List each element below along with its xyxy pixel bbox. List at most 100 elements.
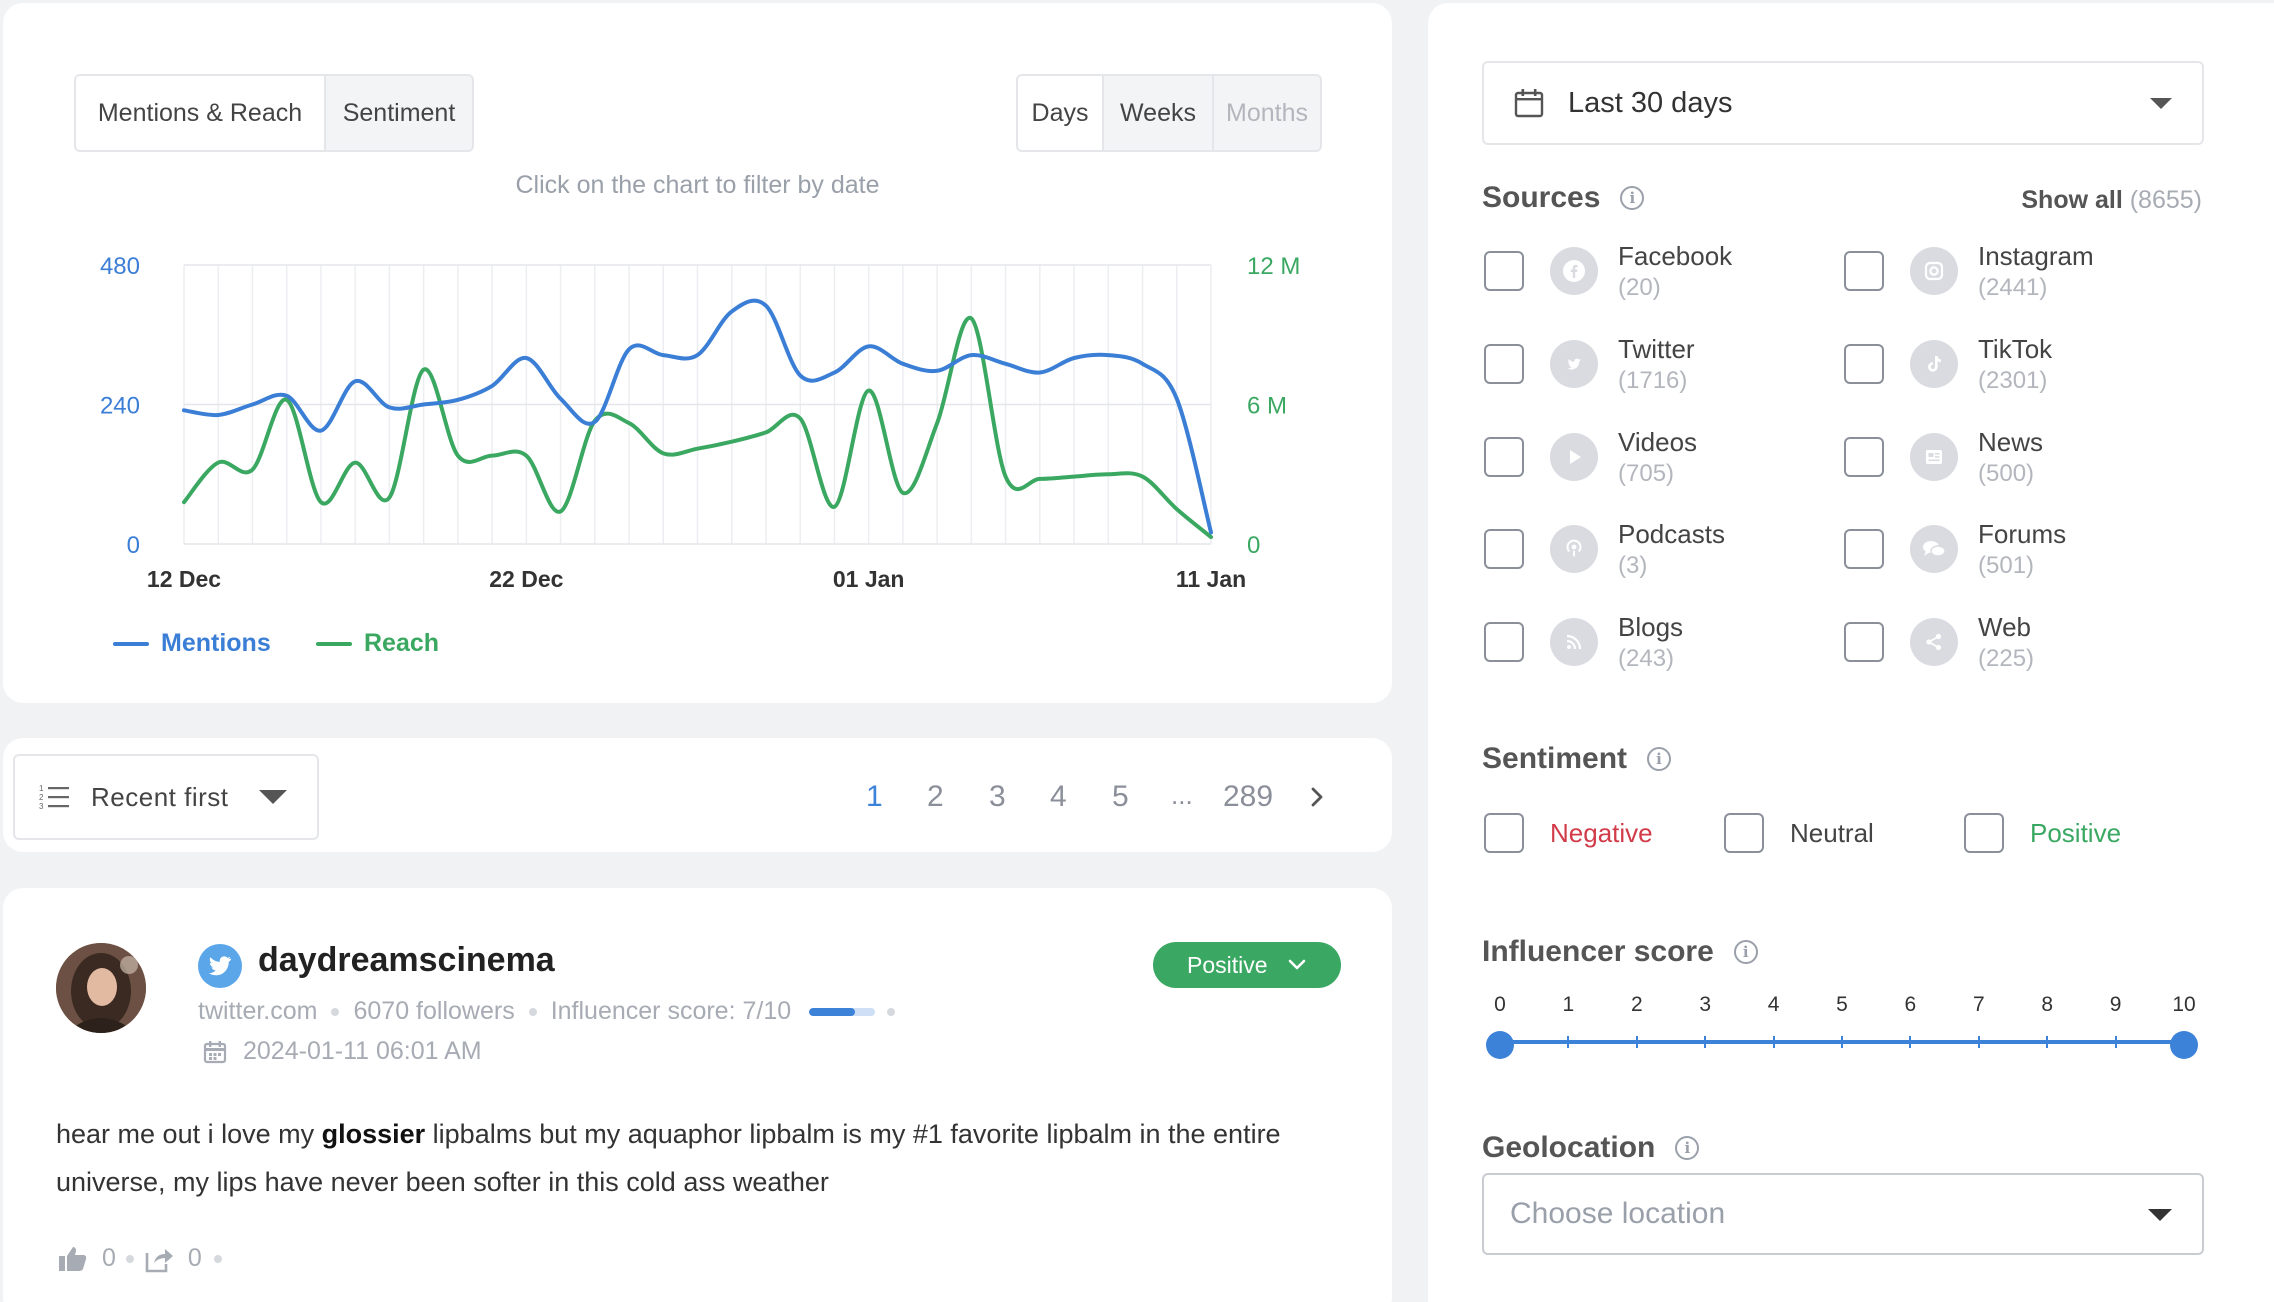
metric-tabs: Mentions & Reach Sentiment — [74, 74, 474, 152]
granularity-tabs: Days Weeks Months — [1016, 74, 1322, 152]
sentiment-dropdown[interactable]: Positive — [1153, 942, 1341, 988]
influencer-slider-min-handle[interactable] — [1486, 1031, 1514, 1059]
calendar-icon — [1514, 89, 1544, 118]
sentiment-neutral[interactable]: Neutral — [1724, 813, 1874, 853]
shares-count: 0 — [187, 1244, 202, 1272]
info-icon[interactable]: i — [1675, 1136, 1700, 1160]
legend-mentions-swatch — [113, 641, 149, 646]
show-all-sources[interactable]: Show all (8655) — [2021, 186, 2202, 215]
source-name: TikTok — [1978, 334, 2053, 364]
page-289[interactable]: 289 — [1223, 780, 1274, 813]
legend-mentions[interactable]: Mentions — [113, 629, 271, 658]
engagement-bar: 0 0 — [58, 1244, 236, 1273]
sentiment-positive[interactable]: Positive — [1964, 813, 2121, 853]
author-name[interactable]: daydreamscinema — [258, 941, 555, 979]
source-instagram-checkbox[interactable] — [1844, 251, 1884, 291]
source-twitter-checkbox[interactable] — [1484, 344, 1524, 384]
source-news-checkbox[interactable] — [1844, 437, 1884, 477]
source-blogs-checkbox[interactable] — [1484, 622, 1524, 662]
sentiment-neutral-checkbox[interactable] — [1724, 813, 1764, 853]
source-web-checkbox[interactable] — [1844, 622, 1884, 662]
sentiment-negative[interactable]: Negative — [1484, 813, 1653, 853]
influencer-tick-mark — [1909, 1036, 1912, 1048]
thumbs-up-icon[interactable] — [58, 1245, 88, 1273]
influencer-scale-label: 9 — [2109, 993, 2122, 1016]
sentiment-positive-checkbox[interactable] — [1964, 813, 2004, 853]
series-line-mentions — [182, 298, 1213, 535]
source-news[interactable]: News (500) — [1844, 427, 2043, 491]
sort-list-icon: 123 — [39, 784, 69, 810]
info-icon[interactable]: i — [1620, 186, 1645, 210]
source-web[interactable]: Web (225) — [1844, 612, 2034, 676]
source-count: (225) — [1978, 645, 2035, 672]
page-4[interactable]: 4 — [1050, 780, 1067, 813]
show-all-label: Show all — [2021, 186, 2123, 214]
influencer-title-text: Influencer score — [1482, 935, 1714, 968]
influencer-scale-label: 2 — [1630, 993, 1643, 1016]
info-icon[interactable]: i — [1647, 747, 1672, 771]
source-videos[interactable]: Videos (705) — [1484, 427, 1697, 491]
source-count: (705) — [1618, 460, 1675, 487]
keyword-highlight: glossier — [321, 1119, 426, 1149]
source-podcasts[interactable]: Podcasts (3) — [1484, 519, 1725, 583]
influencer-tick-mark — [1977, 1036, 1980, 1048]
source-name: Videos — [1618, 427, 1698, 457]
source-domain[interactable]: twitter.com — [198, 997, 318, 1025]
x-tick-label: 22 Dec — [489, 566, 563, 592]
location-dropdown[interactable]: Choose location — [1482, 1173, 2204, 1255]
source-tiktok-checkbox[interactable] — [1844, 344, 1884, 384]
source-forums-checkbox[interactable] — [1844, 529, 1884, 569]
info-icon[interactable]: i — [1733, 940, 1758, 964]
geolocation-title-text: Geolocation — [1482, 1131, 1656, 1164]
calendar-icon — [203, 1040, 227, 1063]
mention-text[interactable]: hear me out i love my glossier lipbalms … — [56, 1110, 1346, 1206]
date-range-dropdown[interactable]: Last 30 days — [1482, 61, 2204, 145]
source-count: (3) — [1618, 552, 1648, 579]
source-twitter[interactable]: Twitter (1716) — [1484, 334, 1695, 398]
geolocation-title: Geolocation i — [1482, 1131, 1700, 1165]
mentions-reach-chart[interactable]: 0 240 480 0 6 M 12 M 12 Dec 22 Dec 01 Jan 11 Jan — [3, 3, 1392, 623]
source-facebook-checkbox[interactable] — [1484, 251, 1524, 291]
source-podcasts-checkbox[interactable] — [1484, 529, 1524, 569]
legend-mentions-label: Mentions — [161, 629, 271, 657]
source-tiktok[interactable]: TikTok (2301) — [1844, 334, 2052, 398]
tab-weeks[interactable]: Weeks — [1104, 76, 1214, 150]
text-part: hear me out i love my — [56, 1119, 322, 1149]
y-right-tick-label: 12 M — [1247, 253, 1300, 280]
share-arrow-icon[interactable] — [144, 1245, 174, 1273]
mention-meta: twitter.com 6070 followers Influencer sc… — [198, 997, 909, 1026]
source-blogs[interactable]: Blogs (243) — [1484, 612, 1683, 676]
influencer-slider-track[interactable] — [1500, 1036, 2184, 1048]
chart-hint: Click on the chart to filter by date — [515, 171, 880, 199]
tab-days[interactable]: Days — [1018, 76, 1104, 150]
tab-months[interactable]: Months — [1214, 76, 1320, 150]
page-5[interactable]: 5 — [1112, 780, 1129, 813]
avatar[interactable] — [56, 943, 146, 1033]
influencer-slider-max-handle[interactable] — [2170, 1031, 2198, 1059]
tab-mentions-reach[interactable]: Mentions & Reach — [76, 76, 326, 150]
tab-sentiment[interactable]: Sentiment — [326, 76, 472, 150]
page-1[interactable]: 1 — [866, 780, 883, 813]
next-page-icon[interactable] — [1308, 786, 1326, 808]
influencer-scale-label: 10 — [2172, 993, 2196, 1016]
influencer-score: Influencer score: 7/10 — [550, 997, 792, 1025]
source-instagram[interactable]: Instagram (2441) — [1844, 241, 2094, 305]
separator-dot — [213, 1254, 222, 1263]
legend-reach-swatch — [316, 641, 352, 646]
mention-date: 2024-01-11 06:01 AM — [203, 1037, 482, 1066]
legend-reach[interactable]: Reach — [316, 629, 439, 658]
page-2[interactable]: 2 — [927, 780, 944, 813]
sources-title: Sources i — [1482, 181, 1645, 215]
show-all-count: (8655) — [2129, 186, 2202, 214]
sentiment-negative-label: Negative — [1550, 817, 1653, 848]
influencer-tick-mark — [2046, 1036, 2049, 1048]
source-videos-checkbox[interactable] — [1484, 437, 1524, 477]
sentiment-neutral-label: Neutral — [1790, 817, 1874, 848]
source-name: Web — [1978, 612, 2031, 642]
source-facebook[interactable]: Facebook (20) — [1484, 241, 1732, 305]
source-forums[interactable]: Forums (501) — [1844, 519, 2066, 583]
page-3[interactable]: 3 — [989, 780, 1006, 813]
sentiment-negative-checkbox[interactable] — [1484, 813, 1524, 853]
